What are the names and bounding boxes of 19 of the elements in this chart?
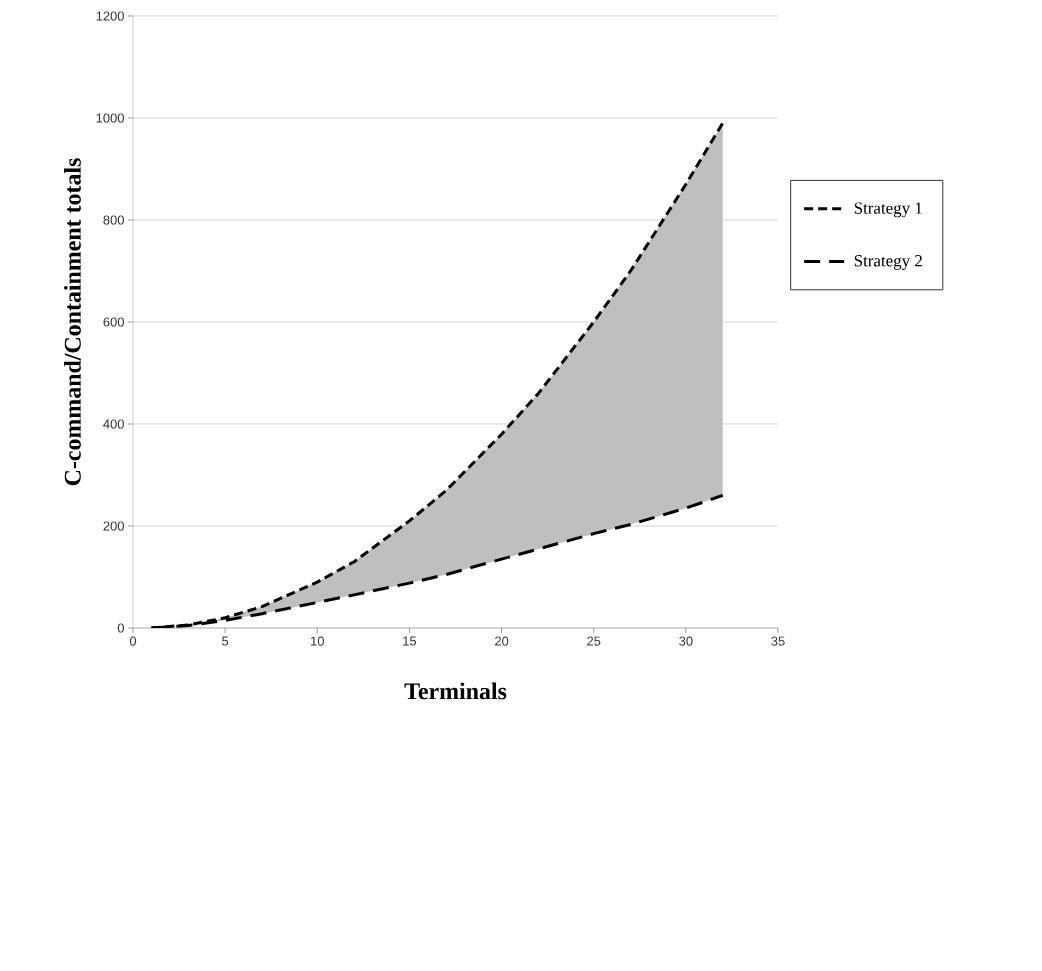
y-tick-label: 800 (103, 215, 124, 225)
x-tick-label: 30 (679, 636, 693, 646)
y-axis-title: C-command/Containment totals (64, 158, 81, 486)
x-tick-label: 15 (403, 636, 417, 646)
legend-label: Strategy 2 (854, 255, 922, 270)
x-tick-label: 20 (495, 636, 509, 646)
y-tick-label: 0 (117, 623, 124, 633)
x-tick-label: 10 (311, 636, 324, 646)
x-axis-title: Terminals (404, 682, 507, 700)
y-tick-label: 200 (103, 521, 124, 531)
y-tick-label: 1000 (96, 113, 124, 123)
y-tick-label: 400 (103, 419, 124, 429)
x-tick-label: 5 (222, 636, 229, 646)
x-tick-label: 0 (129, 636, 137, 646)
legend-label: Strategy 1 (854, 202, 922, 218)
y-tick-label: 1200 (96, 11, 124, 21)
x-tick-label: 25 (587, 636, 601, 646)
x-tick-label: 35 (771, 636, 785, 646)
y-tick-label: 600 (103, 317, 124, 327)
